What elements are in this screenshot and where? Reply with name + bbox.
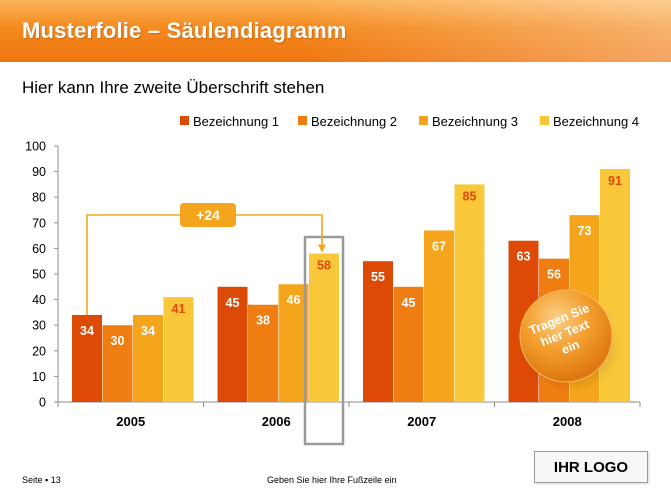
callout-arrowhead	[318, 244, 326, 253]
bar	[72, 314, 102, 402]
data-label: 56	[547, 268, 561, 282]
legend-swatch	[298, 116, 307, 125]
data-label: 45	[226, 296, 240, 310]
slide-title: Musterfolie – Säulendiagramm	[22, 18, 347, 43]
data-label: 34	[141, 324, 155, 338]
legend-swatch	[419, 116, 428, 125]
data-label: 55	[371, 270, 385, 284]
logo-placeholder: IHR LOGO	[534, 451, 648, 483]
data-label: 38	[256, 314, 270, 328]
x-category-label: 2006	[262, 414, 291, 429]
data-label: 58	[317, 259, 331, 273]
y-tick-label: 60	[32, 242, 46, 256]
bar	[424, 230, 454, 402]
data-label: 41	[172, 302, 186, 316]
legend-label: Bezeichnung 3	[432, 114, 518, 129]
legend-label: Bezeichnung 2	[311, 114, 397, 129]
y-tick-label: 0	[39, 396, 46, 410]
legend-swatch	[540, 116, 549, 125]
y-tick-label: 70	[32, 216, 46, 230]
data-label: 85	[463, 189, 477, 203]
bubble	[519, 289, 613, 383]
bar	[163, 297, 194, 402]
bar	[278, 284, 309, 402]
callout-text: +24	[196, 207, 220, 223]
y-tick-label: 90	[32, 165, 46, 179]
y-tick-label: 50	[32, 268, 46, 282]
y-tick-label: 30	[32, 319, 46, 333]
highlight-box	[303, 235, 345, 446]
bubble-text-line: ein	[559, 337, 581, 357]
bar	[393, 286, 424, 402]
data-label: 91	[608, 174, 622, 188]
footer-text: Geben Sie hier Ihre Fußzeile ein	[267, 475, 397, 485]
callout-badge	[180, 203, 236, 227]
data-label: 67	[432, 239, 446, 253]
y-tick-label: 20	[32, 344, 46, 358]
page-number: Seite ▪ 13	[22, 475, 61, 485]
data-label: 46	[287, 293, 301, 307]
bar	[309, 253, 339, 402]
title-bar: Musterfolie – Säulendiagramm	[0, 0, 671, 62]
bar	[102, 325, 133, 402]
bar	[363, 261, 393, 402]
slide-subtitle: Hier kann Ihre zweite Überschrift stehen	[22, 78, 325, 97]
bar	[133, 314, 163, 402]
legend-label: Bezeichnung 1	[193, 114, 279, 129]
bar	[454, 184, 485, 402]
title-bar-gradient	[0, 0, 671, 62]
x-category-label: 2008	[553, 414, 582, 429]
legend-swatch	[180, 116, 189, 125]
y-tick-label: 10	[32, 370, 46, 384]
y-tick-label: 100	[25, 140, 46, 154]
data-label: 45	[402, 296, 416, 310]
x-category-label: 2005	[116, 414, 145, 429]
y-tick-label: 40	[32, 293, 46, 307]
y-tick-label: 80	[32, 191, 46, 205]
column-chart: 0 10 20 30 40 50 60 70 80 90 100 34 30 34 41 2005 45 38 46…	[25, 114, 641, 446]
data-label: 30	[111, 334, 125, 348]
data-label: 34	[80, 324, 94, 338]
bar	[217, 286, 248, 402]
x-category-label: 2007	[407, 414, 436, 429]
bar	[248, 304, 278, 402]
legend-label: Bezeichnung 4	[553, 114, 639, 129]
data-label: 63	[517, 250, 531, 264]
data-label: 73	[578, 224, 592, 238]
